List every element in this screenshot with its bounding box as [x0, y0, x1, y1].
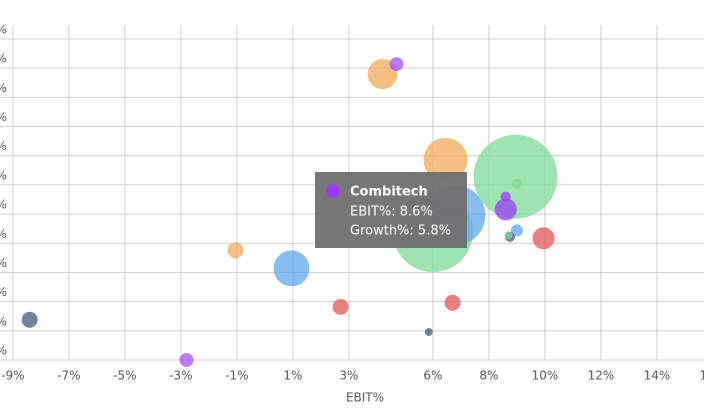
bubble	[423, 137, 468, 182]
y-tick-label: 35%	[0, 23, 7, 37]
tooltip-title: Combitech	[350, 185, 428, 200]
x-tick-label: 12%	[588, 369, 615, 383]
x-tick-label: -7%	[57, 369, 80, 383]
y-tick-label: -10%	[0, 285, 7, 299]
bubble	[332, 298, 349, 315]
y-tick-label: 30%	[0, 52, 7, 66]
bubble	[227, 242, 244, 259]
tooltip-line: Growth%: 5.8%	[350, 224, 451, 239]
x-tick-label: 16%	[700, 369, 704, 383]
y-tick-label: 5%	[0, 198, 7, 212]
y-tick-label: -5%	[0, 256, 7, 270]
y-tick-label: 15%	[0, 139, 7, 153]
x-tick-label: -1%	[225, 369, 248, 383]
bubble	[511, 178, 522, 189]
bubble	[389, 57, 404, 72]
y-tick-label: 0%	[0, 227, 7, 241]
x-tick-label: 10%	[532, 369, 559, 383]
x-tick-label: 6%	[423, 369, 442, 383]
bubble	[494, 198, 517, 221]
y-tick-label: 25%	[0, 81, 7, 95]
tooltip-line: EBIT%: 8.6%	[350, 205, 433, 220]
bubble	[273, 250, 310, 287]
x-tick-label: 3%	[339, 369, 358, 383]
bubble	[532, 227, 555, 250]
y-tick-label: 20%	[0, 110, 7, 124]
bubble	[179, 353, 194, 367]
tooltip-marker	[326, 184, 340, 198]
x-tick-label: 8%	[479, 369, 498, 383]
bubble	[21, 311, 38, 328]
x-tick-label: -3%	[169, 369, 192, 383]
tooltip-box	[315, 172, 467, 248]
x-axis-label: EBIT%	[346, 391, 384, 405]
x-tick-label: -9%	[1, 369, 24, 383]
bubble	[500, 191, 511, 202]
bubble	[444, 294, 461, 311]
y-tick-label: -20%	[0, 344, 7, 358]
bubble	[473, 134, 558, 219]
x-tick-label: -5%	[113, 369, 136, 383]
y-tick-label: 10%	[0, 168, 7, 182]
grid	[0, 25, 704, 361]
x-tick-label: 14%	[644, 369, 671, 383]
bubble	[424, 327, 433, 336]
bubble	[510, 224, 523, 237]
bubble	[504, 231, 513, 240]
y-tick-label: -15%	[0, 314, 7, 328]
x-tick-label: 1%	[283, 369, 302, 383]
